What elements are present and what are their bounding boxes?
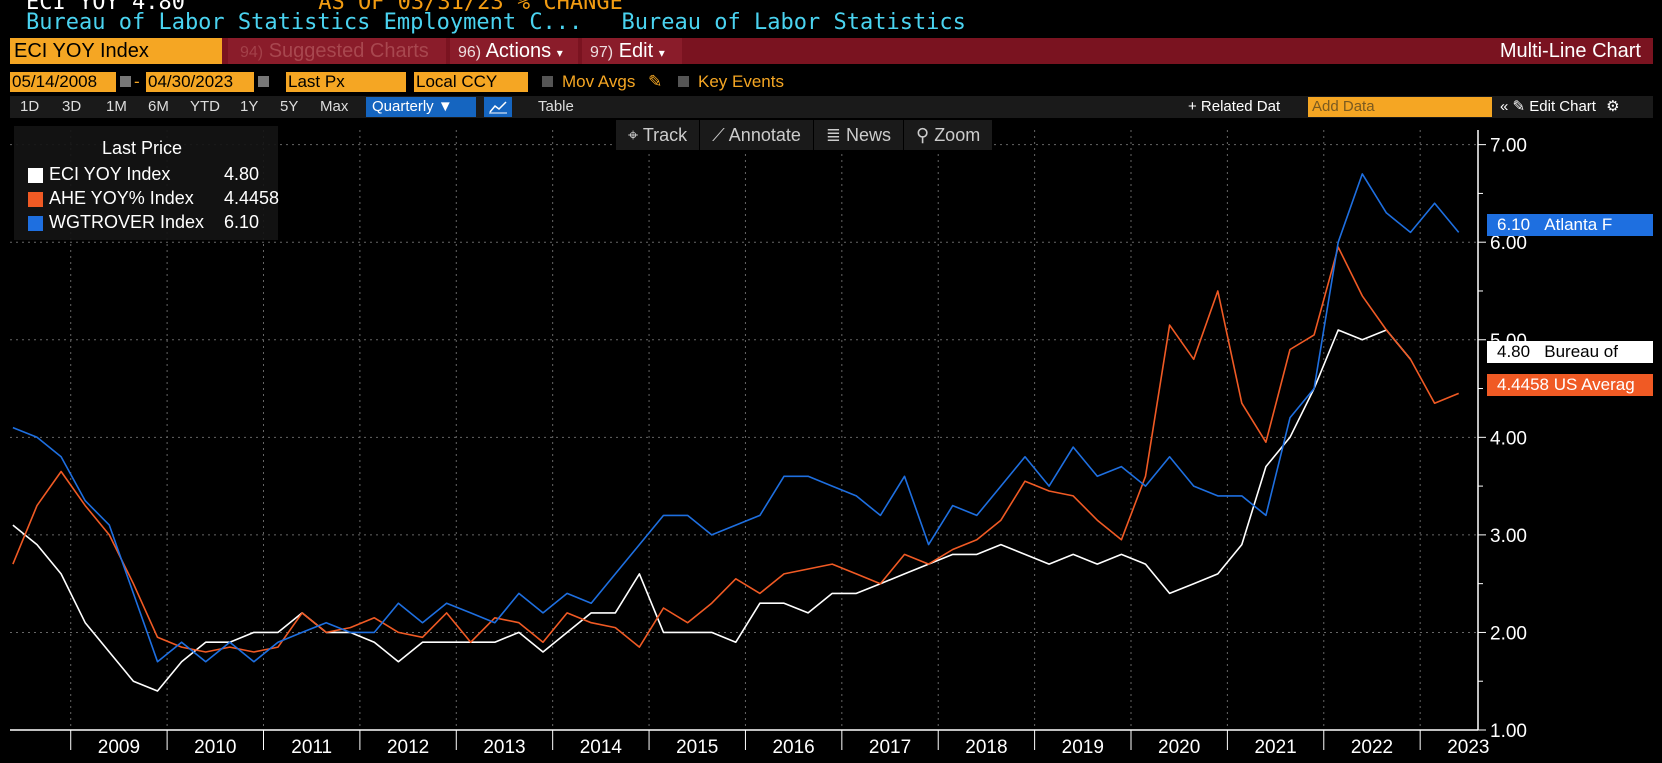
main-toolbar: ECI YOY Index 94) Suggested Charts 96) A… [10,38,1653,64]
news-icon: ≣ [825,125,841,145]
legend-swatch [28,167,43,183]
calendar-icon[interactable] [120,76,131,87]
legend: Last Price ECI YOY Index 4.80 AHE YOY% I… [14,126,279,240]
security-description: Bureau of Labor Statistics Employment C.… [26,10,992,36]
x-tick-label: 2011 [291,737,332,758]
chevron-down-icon: ▼ [437,98,453,115]
add-data-input[interactable]: Add Data [1308,97,1492,117]
series-line-1[interactable] [12,246,1460,653]
y-tick-label: 4.00 [1490,428,1527,449]
legend-item[interactable]: WGTROVER Index 6.10 [28,210,259,234]
header-value: ECI YOY 4.80 [26,0,185,15]
range-5y[interactable]: 5Y [280,98,299,115]
key-events-label[interactable]: Key Events [698,72,784,91]
range-max[interactable]: Max [320,98,349,115]
y-tick-label: 2.00 [1490,623,1527,644]
chevron-down-icon: ▾ [556,46,563,60]
news-tool[interactable]: ≣ News [814,120,904,150]
x-tick-label: 2013 [483,737,525,758]
pencil-icon: ✎ [1512,98,1526,115]
y-tick-label: 6.00 [1490,233,1527,254]
x-tick-label: 2014 [580,737,623,758]
x-tick-label: 2022 [1351,737,1393,758]
start-date-field[interactable]: 05/14/2008 [10,72,116,92]
range-1m[interactable]: 1M [106,98,127,115]
end-date-field[interactable]: 04/30/2023 [146,72,254,92]
header-asof: AS OF 03/31/23 % CHANGE [318,0,623,15]
range-toolbar: 1D 3D 1M 6M YTD 1Y 5Y Max Quarterly ▼ Ta… [10,96,1653,118]
x-tick-label: 2015 [676,737,718,758]
range-3d[interactable]: 3D [62,98,82,115]
y-tick-label: 1.00 [1490,721,1527,742]
last-value-tag: 4.4458 US Averag [1487,374,1653,396]
frequency-select[interactable]: Quarterly ▼ [366,97,476,117]
legend-title: Last Price [102,138,183,158]
collapse-icon[interactable]: « [1500,98,1509,115]
search-icon: ⚲ [915,125,930,145]
legend-swatch [28,215,43,231]
edit-chart-button[interactable]: « ✎ Edit Chart ⚙ [1500,98,1620,115]
x-tick-label: 2018 [965,737,1007,758]
currency-select[interactable]: Local CCY [414,72,528,92]
y-tick-label: 3.00 [1490,526,1527,547]
chevron-down-icon: ▾ [658,46,665,60]
legend-item[interactable]: ECI YOY Index 4.80 [28,162,259,186]
actions-menu[interactable]: 96) Actions ▾ [450,38,578,64]
zoom-tool[interactable]: ⚲ Zoom [904,120,994,150]
mov-avgs-checkbox[interactable] [542,76,553,87]
legend-swatch [28,191,43,207]
last-value-tag: 6.10 Atlanta F [1487,214,1653,236]
mov-avgs-label[interactable]: Mov Avgs [562,72,636,91]
y-tick-label: 7.00 [1490,136,1527,157]
chart-tools: ⌖ Track ⟋ Annotate ≣ News ⚲ Zoom [616,120,994,150]
annotate-tool[interactable]: ⟋ Annotate [700,120,814,150]
series-lines [12,173,1460,692]
key-events-checkbox[interactable] [678,76,689,87]
security-header: ECI YOY 4.80 AS OF 03/31/23 % CHANGE [26,0,623,15]
pencil-icon[interactable]: ✎ [648,72,663,91]
x-tick-label: 2023 [1447,737,1489,758]
gear-icon[interactable]: ⚙ [1606,98,1620,115]
x-tick-label: 2020 [1158,737,1200,758]
table-button[interactable]: Table [538,98,574,115]
security-source[interactable]: Bureau of Labor Statistics [621,10,966,35]
range-ytd[interactable]: YTD [190,98,220,115]
legend-item[interactable]: AHE YOY% Index 4.4458 [28,186,279,210]
pencil-icon: ⟋ [712,125,725,145]
series-line-2[interactable] [12,173,1460,663]
edit-menu[interactable]: 97) Edit ▾ [582,38,682,64]
x-tick-label: 2010 [194,737,236,758]
track-tool[interactable]: ⌖ Track [616,120,701,150]
series-line-0[interactable] [12,329,1412,692]
last-value-tag: 4.80 Bureau of [1487,341,1653,363]
x-tick-label: 2016 [772,737,814,758]
calendar-icon[interactable] [258,76,269,87]
x-tick-label: 2012 [387,737,429,758]
x-tick-label: 2009 [98,737,140,758]
chart-type-label: Multi-Line Chart [1499,40,1641,62]
range-1d[interactable]: 1D [20,98,40,115]
line-chart-icon[interactable] [484,97,512,117]
x-tick-label: 2017 [869,737,911,758]
range-6m[interactable]: 6M [148,98,169,115]
x-tick-label: 2019 [1062,737,1104,758]
range-1y[interactable]: 1Y [240,98,259,115]
crosshair-icon: ⌖ [628,125,639,145]
related-data-button[interactable]: + Related Dat [1188,98,1281,115]
x-tick-label: 2021 [1254,737,1296,758]
ticker-input[interactable]: ECI YOY Index [10,38,222,64]
security-name[interactable]: Bureau of Labor Statistics Employment C.… [26,10,583,35]
price-field-select[interactable]: Last Px [286,72,406,92]
suggested-charts-button[interactable]: 94) Suggested Charts [228,38,446,64]
